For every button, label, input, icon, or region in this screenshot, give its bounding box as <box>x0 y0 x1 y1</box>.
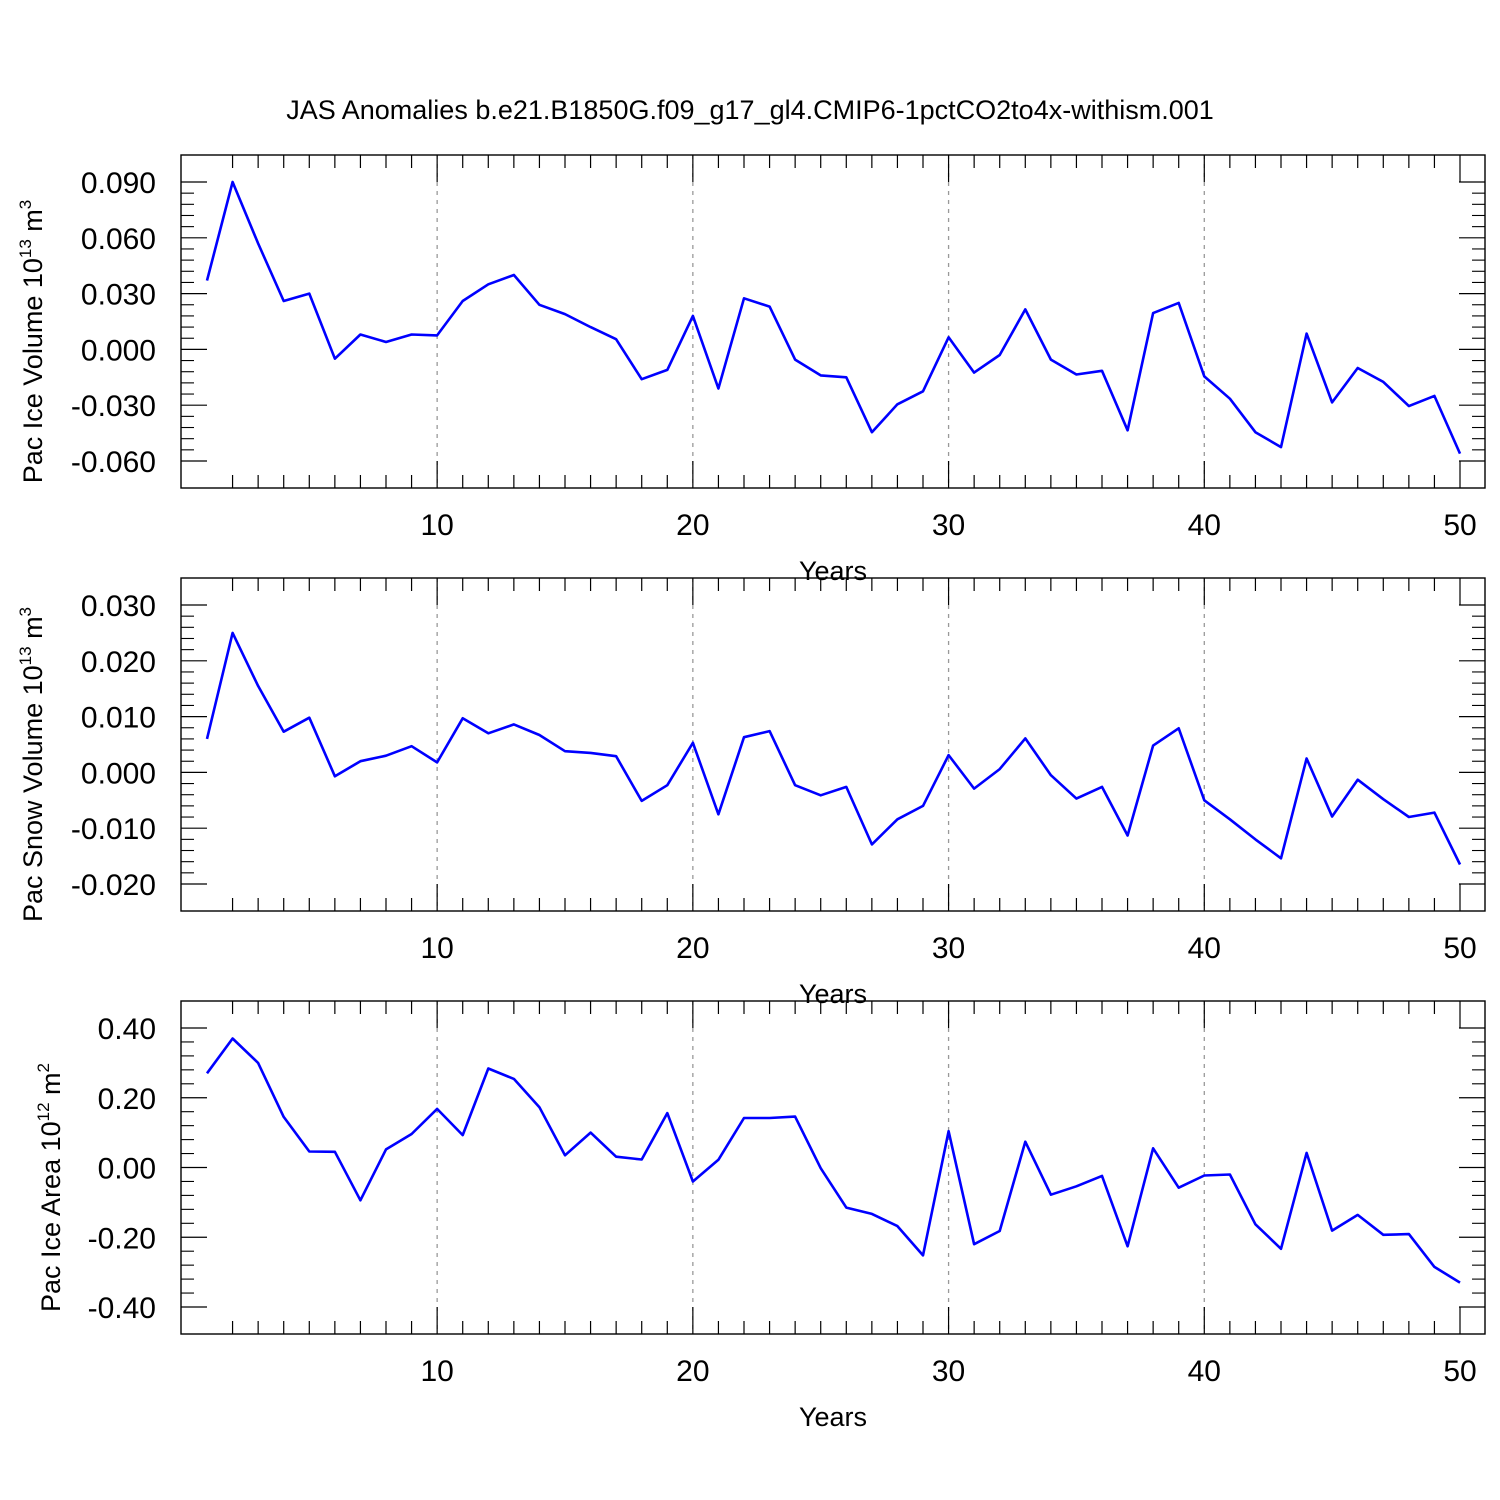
plot-frame <box>180 154 1486 489</box>
y-axis-title-unit: m <box>18 616 48 646</box>
y-tick-label: 0.030 <box>81 279 156 312</box>
x-axis-title: Years <box>799 1402 867 1432</box>
panel-ice-volume: -0.060 -0.030 0.000 0.030 0.060 0.090 10 20 30 40… <box>16 154 1486 586</box>
x-tick-label: 50 <box>1443 932 1476 965</box>
x-tick-label: 10 <box>420 1355 453 1388</box>
x-tick-label: 40 <box>1188 932 1221 965</box>
series-line <box>205 631 1462 866</box>
x-tick-label: 10 <box>420 932 453 965</box>
y-tick-label: -0.060 <box>71 446 156 479</box>
y-axis-title: Pac Ice Volume 1013 m3 <box>16 200 48 484</box>
x-tick-label: 40 <box>1188 1355 1221 1388</box>
x-tick-label: 30 <box>932 509 965 542</box>
figure-title: JAS Anomalies b.e21.B1850G.f09_g17_gl4.C… <box>286 95 1214 125</box>
x-tick-label: 50 <box>1443 1355 1476 1388</box>
y-tick-label: 0.090 <box>81 167 156 200</box>
y-tick-label: 0.40 <box>98 1013 156 1046</box>
y-tick-label: -0.020 <box>71 869 156 902</box>
x-tick-label: 20 <box>676 932 709 965</box>
y-axis-title: Pac Snow Volume 1013 m3 <box>16 607 48 922</box>
y-tick-label: 0.000 <box>81 334 156 367</box>
x-axis-title: Years <box>799 556 867 586</box>
y-axis-title-text: Pac Ice Volume 10 <box>18 258 48 483</box>
y-tick-label: 0.00 <box>98 1153 156 1186</box>
x-axis-title: Years <box>799 979 867 1009</box>
x-tick-label: 30 <box>932 932 965 965</box>
y-axis-title-unit-exponent: 3 <box>16 607 35 616</box>
series-line <box>205 1037 1461 1284</box>
y-tick-label: 0.030 <box>81 590 156 623</box>
y-tick-label: 0.000 <box>81 757 156 790</box>
x-tick-label: 20 <box>676 509 709 542</box>
plot-frame <box>180 577 1486 912</box>
y-tick-label: -0.40 <box>88 1292 156 1325</box>
y-axis-title-text: Pac Ice Area 10 <box>36 1121 66 1312</box>
y-tick-label: 0.010 <box>81 702 156 735</box>
y-tick-label: 0.20 <box>98 1083 156 1116</box>
y-tick-label: -0.20 <box>88 1222 156 1255</box>
y-axis-title-unit: m <box>18 209 48 239</box>
y-axis-title-exponent: 13 <box>16 239 35 258</box>
x-tick-label: 40 <box>1188 509 1221 542</box>
y-tick-label: 0.020 <box>81 646 156 679</box>
x-tick-label: 50 <box>1443 509 1476 542</box>
y-axis-title-unit-exponent: 2 <box>34 1063 53 1072</box>
y-tick-label: -0.030 <box>71 390 156 423</box>
series-line <box>205 180 1462 455</box>
panel-snow-volume: -0.020 -0.010 0.000 0.010 0.020 0.030 10 20 30 40… <box>16 577 1486 1009</box>
y-axis-title-exponent: 13 <box>16 646 35 665</box>
y-axis-title-text: Pac Snow Volume 10 <box>18 665 48 922</box>
y-axis-title-exponent: 12 <box>34 1102 53 1121</box>
panel-ice-area: -0.40 -0.20 0.00 0.20 0.40 10 20 30 40 50 Years Pac… <box>34 1000 1486 1432</box>
y-axis-title-unit: m <box>36 1072 66 1102</box>
x-tick-label: 10 <box>420 509 453 542</box>
x-tick-label: 30 <box>932 1355 965 1388</box>
y-axis-title: Pac Ice Area 1012 m2 <box>34 1063 66 1312</box>
y-tick-label: -0.010 <box>71 813 156 846</box>
x-tick-label: 20 <box>676 1355 709 1388</box>
y-tick-label: 0.060 <box>81 223 156 256</box>
y-axis-title-unit-exponent: 3 <box>16 200 35 209</box>
